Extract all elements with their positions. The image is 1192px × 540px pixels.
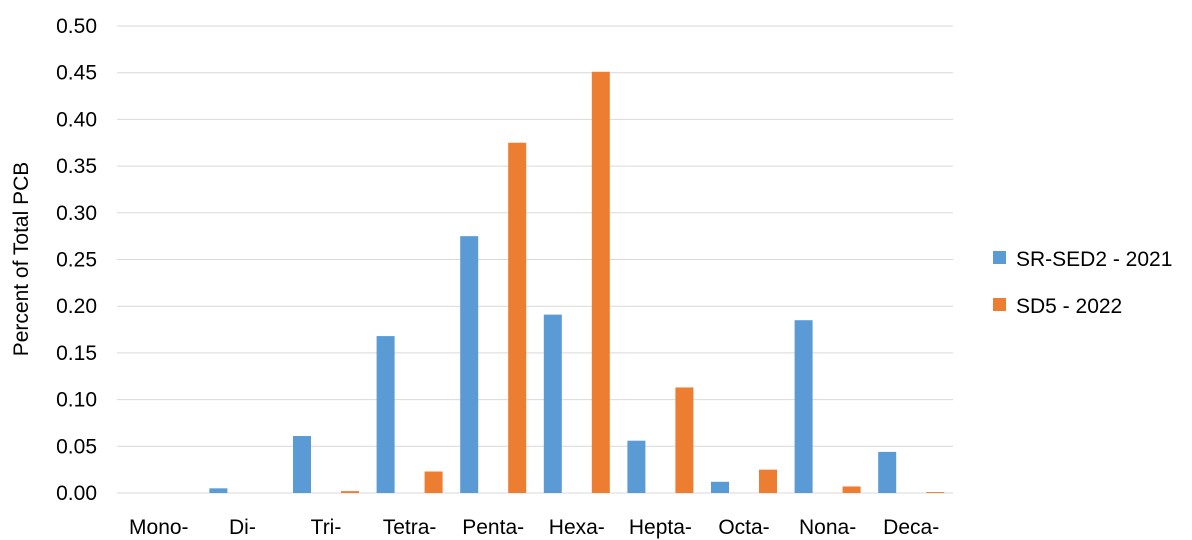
y-tick-label: 0.00 <box>56 482 97 505</box>
bar-series-2 <box>675 387 694 493</box>
bar-series-1 <box>293 436 311 493</box>
x-tick-label: Mono- <box>129 516 189 539</box>
y-tick-label: 0.20 <box>56 295 97 318</box>
x-tick-label: Octa- <box>718 516 769 539</box>
bar-series-1 <box>794 320 813 493</box>
bar-series-2 <box>926 492 945 493</box>
legend-swatch <box>993 251 1006 264</box>
x-axis-ticks: Mono- Di- Tri- Tetra- Penta- Hexa- Hepta- Octa-… <box>129 516 939 539</box>
bar-series-2 <box>424 471 443 493</box>
x-tick-label: Hexa- <box>549 516 605 539</box>
bar-series-2 <box>341 491 359 493</box>
gridlines <box>117 25 953 494</box>
y-tick-label: 0.40 <box>56 108 97 131</box>
y-axis-ticks: 0.00 0.05 0.10 0.15 0.20 0.25 0.30 0.35 0.40 0.45… <box>56 15 97 505</box>
bar-series-2 <box>508 142 527 493</box>
y-tick-label: 0.05 <box>56 435 97 458</box>
bar-series-1 <box>878 451 897 493</box>
bar-series-2 <box>759 469 777 493</box>
y-tick-label: 0.10 <box>56 389 97 412</box>
legend-swatch <box>993 298 1006 311</box>
y-tick-label: 0.25 <box>56 249 97 272</box>
y-tick-label: 0.15 <box>56 342 97 365</box>
bar-series-1 <box>627 440 646 493</box>
y-axis-label: Percent of Total PCB <box>10 162 33 357</box>
bar-series-1 <box>543 314 562 493</box>
bars <box>209 71 945 494</box>
bar-series-2 <box>842 486 861 493</box>
x-tick-label: Nona- <box>799 516 856 539</box>
bar-series-1 <box>376 336 395 493</box>
x-tick-label: Tetra- <box>383 516 437 539</box>
bar-series-1 <box>460 236 479 493</box>
x-tick-label: Hepta- <box>629 516 692 539</box>
bar-series-2 <box>591 71 610 494</box>
legend-label: SD5 - 2022 <box>1016 295 1122 318</box>
y-tick-label: 0.50 <box>56 15 97 38</box>
bar-series-1 <box>209 488 228 493</box>
y-tick-label: 0.35 <box>56 155 97 178</box>
x-tick-label: Penta- <box>462 516 524 539</box>
x-tick-label: Tri- <box>311 516 342 539</box>
x-tick-label: Di- <box>229 516 256 539</box>
legend: SR-SED2 - 2021 SD5 - 2022 <box>993 248 1172 318</box>
x-tick-label: Deca- <box>883 516 939 539</box>
y-tick-label: 0.45 <box>56 62 97 85</box>
bar-series-1 <box>711 481 729 493</box>
legend-label: SR-SED2 - 2021 <box>1016 248 1172 271</box>
y-tick-label: 0.30 <box>56 202 97 225</box>
